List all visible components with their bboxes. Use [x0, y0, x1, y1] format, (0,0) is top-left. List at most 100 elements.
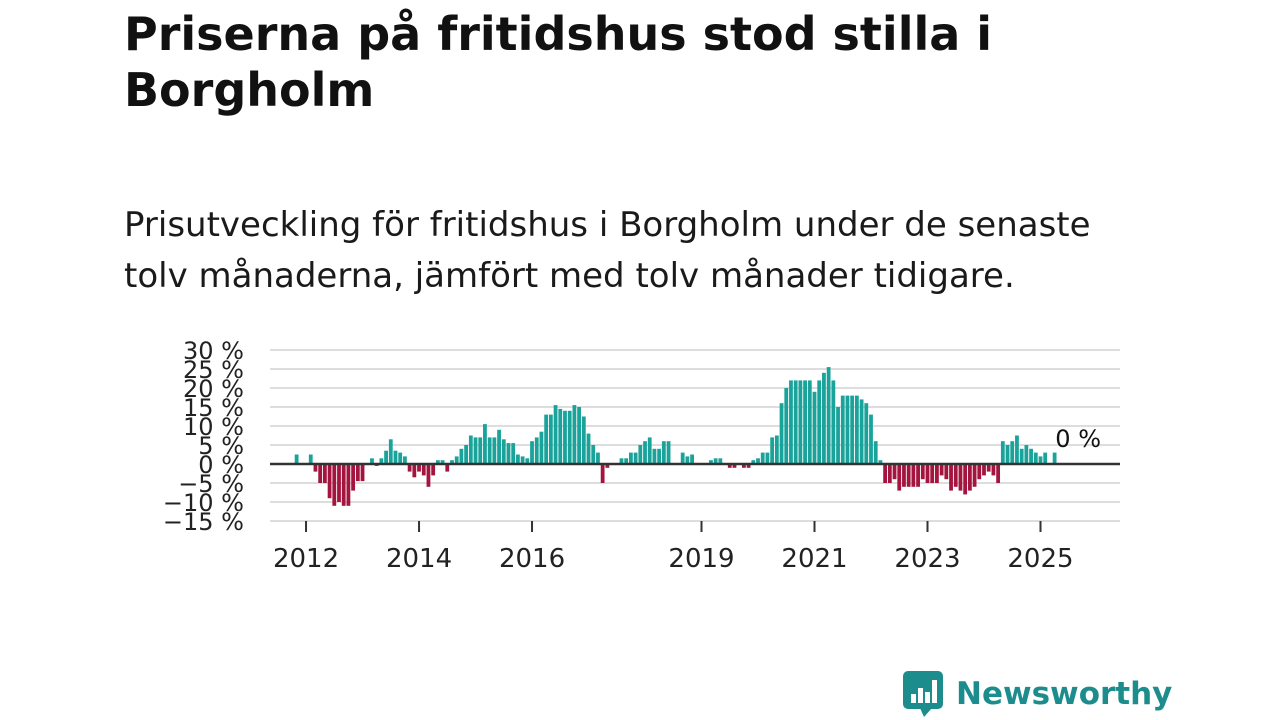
brand-name: Newsworthy	[956, 676, 1173, 712]
bar	[652, 448, 657, 464]
bar	[1038, 456, 1043, 464]
bar	[770, 437, 775, 464]
bar	[963, 464, 968, 495]
bar	[967, 464, 972, 491]
bar	[544, 414, 549, 464]
bar	[859, 399, 864, 464]
bar	[756, 458, 760, 464]
x-tick-label: 2016	[499, 544, 565, 574]
bar	[911, 464, 916, 487]
bar	[558, 408, 563, 464]
bar	[774, 435, 779, 464]
bar	[1015, 435, 1019, 464]
bar	[822, 372, 826, 464]
brand-logo: Newsworthy	[902, 670, 1172, 718]
bar	[294, 454, 299, 464]
bar	[906, 464, 911, 487]
bar	[869, 414, 873, 464]
bar	[464, 445, 469, 464]
bar	[831, 380, 836, 464]
bar	[760, 452, 765, 464]
bar	[878, 460, 883, 464]
bar	[497, 429, 501, 464]
bar	[435, 460, 440, 464]
bar	[826, 367, 831, 464]
bar	[450, 460, 454, 464]
bar	[318, 464, 323, 483]
bar	[817, 380, 822, 464]
bar	[902, 464, 906, 487]
y-tick-label: −15 %	[163, 508, 244, 536]
bar	[577, 407, 581, 464]
bar	[709, 460, 713, 464]
bar	[459, 448, 464, 464]
bar	[520, 456, 525, 464]
bar	[935, 464, 939, 483]
bar	[398, 452, 403, 464]
annotations: 0 %	[270, 425, 1120, 466]
bar	[925, 464, 930, 483]
bar	[346, 464, 351, 506]
bar	[690, 454, 694, 464]
bar	[511, 443, 516, 464]
bar	[854, 395, 859, 464]
bar	[468, 435, 473, 464]
bar	[812, 391, 817, 464]
y-tick-label: 5 %	[198, 432, 244, 460]
bar	[930, 464, 935, 483]
bar	[619, 458, 624, 464]
bar	[530, 441, 534, 464]
bar	[596, 452, 600, 464]
bar	[803, 380, 807, 464]
y-tick-label: −5 %	[178, 470, 244, 498]
x-tick-label: 2014	[386, 544, 452, 574]
bar	[996, 464, 1001, 483]
bar	[308, 454, 313, 464]
bar	[779, 403, 784, 464]
bar	[1024, 445, 1029, 464]
bar	[473, 437, 478, 464]
bar	[553, 405, 558, 464]
bar	[417, 464, 421, 472]
bar	[793, 380, 798, 464]
bar	[920, 464, 925, 480]
bar	[628, 452, 633, 464]
bar	[741, 464, 746, 468]
bar	[845, 395, 850, 464]
y-axis: 30 %25 %20 %15 %10 %5 %0 %−5 %−10 %−15 %	[163, 337, 244, 536]
bar	[789, 380, 793, 464]
bar	[313, 464, 318, 472]
bar	[680, 452, 685, 464]
bar	[379, 458, 384, 464]
bar	[864, 403, 869, 464]
bar	[393, 450, 398, 464]
bar	[746, 464, 751, 468]
bar	[327, 464, 332, 499]
bar	[836, 407, 840, 464]
bar	[487, 437, 492, 464]
x-axis: 2012 2014 2016 2019 2021 2023 2025	[273, 521, 1074, 574]
bar	[624, 458, 629, 464]
bar	[539, 431, 544, 464]
bar	[850, 395, 855, 464]
bar	[600, 464, 605, 483]
x-tick-label: 2019	[668, 544, 734, 574]
bar	[1010, 441, 1015, 464]
x-tick-label: 2021	[781, 544, 847, 574]
bar	[492, 437, 497, 464]
bar	[883, 464, 888, 483]
x-tick-label: 2025	[1007, 544, 1073, 574]
y-tick-label: 0 %	[198, 451, 244, 479]
bar	[403, 456, 407, 464]
bar	[581, 416, 586, 464]
bar	[807, 380, 812, 464]
bar	[657, 448, 662, 464]
bar	[332, 464, 337, 506]
y-tick-label: 20 %	[183, 375, 244, 403]
bar	[421, 464, 426, 476]
bar	[322, 464, 327, 483]
bar	[1005, 445, 1010, 464]
bar	[840, 395, 845, 464]
page-title: Priserna på fritidshus stod stilla i Bor…	[124, 7, 993, 117]
